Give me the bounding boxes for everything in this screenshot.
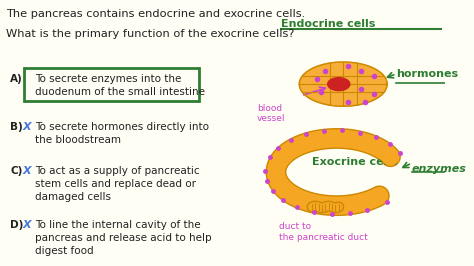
Text: C): C) <box>10 165 23 176</box>
Text: duct to
the pancreatic duct: duct to the pancreatic duct <box>279 222 367 242</box>
Text: X: X <box>23 122 31 132</box>
Text: The pancreas contains endocrine and exocrine cells.: The pancreas contains endocrine and exoc… <box>6 9 305 19</box>
Text: Exocrine cells: Exocrine cells <box>312 156 398 167</box>
Text: To secrete hormones directly into
the bloodstream: To secrete hormones directly into the bl… <box>35 122 209 145</box>
Text: X: X <box>23 221 31 230</box>
Text: B): B) <box>10 122 23 132</box>
Text: What is the primary function of the exocrine cells?: What is the primary function of the exoc… <box>6 28 294 39</box>
Text: hormones: hormones <box>396 69 458 79</box>
Text: To act as a supply of pancreatic
stem cells and replace dead or
damaged cells: To act as a supply of pancreatic stem ce… <box>35 165 199 202</box>
Text: blood
vessel: blood vessel <box>256 103 285 123</box>
Text: X: X <box>23 166 31 176</box>
Text: To secrete enzymes into the
duodenum of the small intestine: To secrete enzymes into the duodenum of … <box>35 74 205 97</box>
Text: enzymes: enzymes <box>412 164 467 174</box>
Text: D): D) <box>10 220 24 230</box>
Text: To line the internal cavity of the
pancreas and release acid to help
digest food: To line the internal cavity of the pancr… <box>35 220 211 256</box>
Text: Endocrine cells: Endocrine cells <box>281 19 375 30</box>
Text: A): A) <box>10 74 23 84</box>
Polygon shape <box>328 78 350 91</box>
Polygon shape <box>299 62 387 106</box>
